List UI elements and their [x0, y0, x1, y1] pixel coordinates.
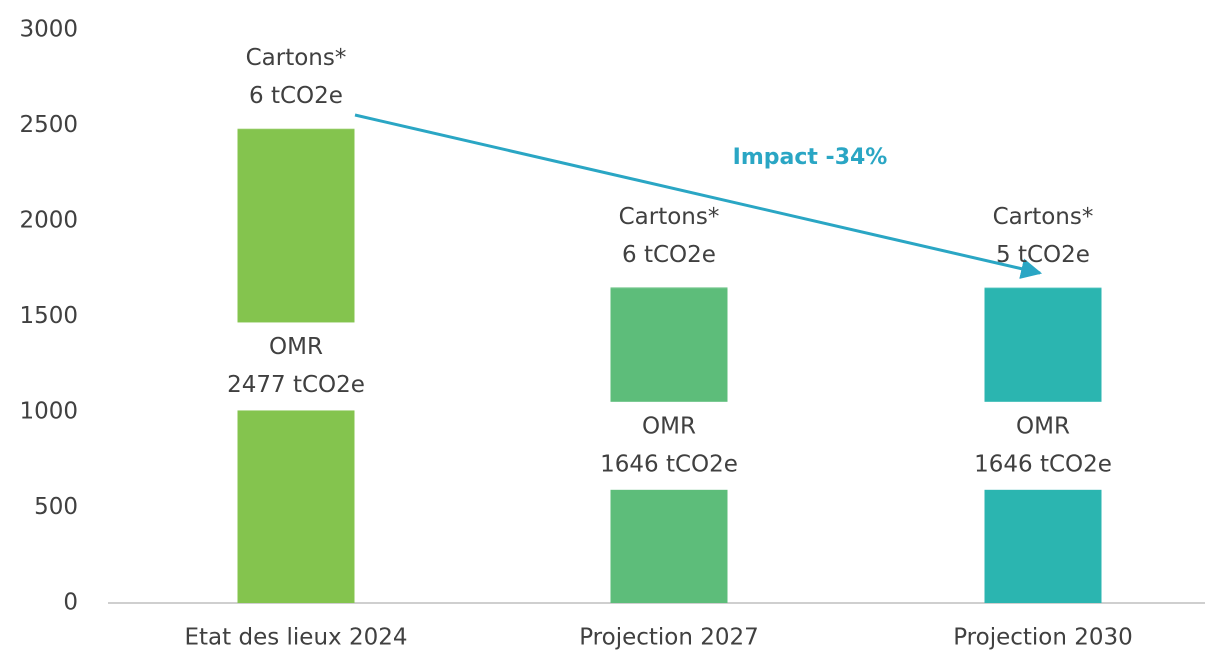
- annotation: Impact -34%: [733, 145, 888, 170]
- y-tick-label: 1500: [19, 303, 78, 329]
- data-label: 5 tCO2e: [996, 242, 1090, 268]
- series-label: OMR: [1016, 413, 1070, 439]
- y-tick-label: 1000: [19, 399, 78, 425]
- y-tick-label: 3000: [19, 17, 78, 43]
- label-bg: [961, 401, 1125, 490]
- label-bg: [587, 401, 751, 490]
- y-tick-label: 0: [63, 590, 78, 616]
- bar-segment: [237, 128, 355, 130]
- series-label: OMR: [642, 413, 696, 439]
- y-tick-label: 2500: [19, 112, 78, 138]
- bar-segment: [610, 287, 728, 289]
- series-label: OMR: [269, 334, 323, 360]
- series-label: Cartons*: [993, 204, 1094, 230]
- x-tick-label: Projection 2027: [579, 625, 759, 651]
- series-label: Cartons*: [246, 45, 347, 71]
- bar-segment: [984, 287, 1102, 289]
- data-label: 6 tCO2e: [622, 242, 716, 268]
- data-label: 1646 tCO2e: [974, 451, 1112, 477]
- data-label: 2477 tCO2e: [227, 372, 365, 398]
- impact-arrow: [354, 113, 1043, 279]
- x-tick-label: Etat des lieux 2024: [185, 625, 408, 651]
- label-bg: [214, 322, 378, 411]
- y-tick-label: 2000: [19, 208, 78, 234]
- x-tick-label: Projection 2030: [953, 625, 1133, 651]
- y-tick-label: 500: [34, 494, 78, 520]
- data-label: 1646 tCO2e: [600, 451, 738, 477]
- data-label: 6 tCO2e: [249, 83, 343, 109]
- series-label: Cartons*: [619, 204, 720, 230]
